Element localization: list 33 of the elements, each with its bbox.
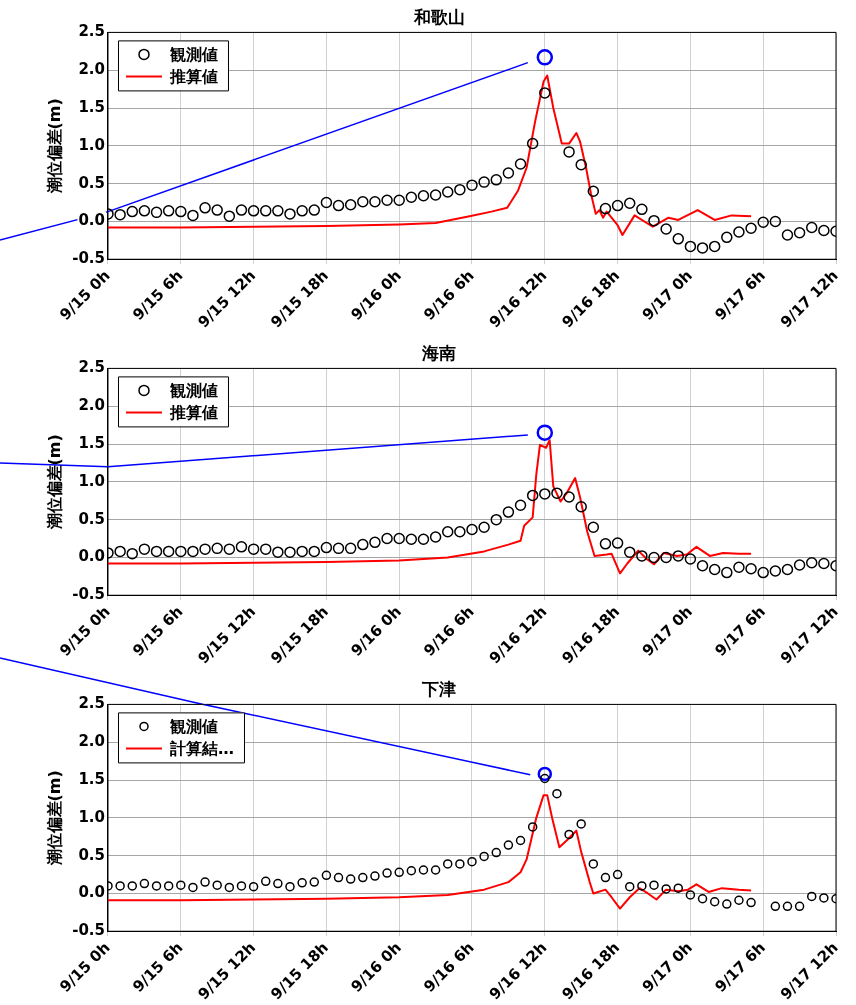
y-tick-label: 2.5: [78, 22, 105, 41]
y-axis-title: 潮位偏差(m): [44, 98, 64, 195]
y-tick-label: -0.5: [72, 249, 105, 268]
y-tick-label: 0.5: [78, 845, 105, 864]
y-tick-label: 1.0: [78, 135, 105, 154]
y-axis-title: 潮位偏差(m): [44, 770, 64, 867]
y-tick-label: 1.0: [78, 471, 105, 490]
chart-title: 下津: [421, 678, 456, 699]
y-tick-label: 2.0: [78, 396, 105, 415]
legend-label: 推算値: [169, 66, 218, 86]
y-tick-label: 2.5: [78, 358, 105, 377]
y-tick-label: 1.5: [78, 97, 105, 116]
legend-label: 観測値: [169, 380, 218, 400]
y-axis-title: 潮位偏差(m): [44, 434, 64, 531]
y-tick-label: 2.0: [78, 60, 105, 79]
y-tick-label: 1.5: [78, 769, 105, 788]
legend-label: 観測値: [169, 716, 218, 736]
chart-title: 和歌山: [412, 6, 465, 27]
y-tick-label: -0.5: [72, 921, 105, 940]
y-tick-label: -0.5: [72, 585, 105, 604]
legend-label: 推算値: [169, 402, 218, 422]
legend-label: 計算結…: [169, 738, 234, 758]
y-tick-label: 0.0: [78, 547, 105, 566]
y-tick-label: 0.5: [78, 509, 105, 528]
y-tick-label: 0.0: [78, 211, 105, 230]
legend-label: 観測値: [169, 44, 218, 64]
y-tick-label: 1.0: [78, 807, 105, 826]
chart-title: 海南: [421, 342, 456, 363]
y-tick-label: 0.5: [78, 173, 105, 192]
y-tick-label: 1.5: [78, 433, 105, 452]
y-tick-label: 2.0: [78, 732, 105, 751]
y-tick-label: 0.0: [78, 883, 105, 902]
y-tick-label: 2.5: [78, 694, 105, 713]
